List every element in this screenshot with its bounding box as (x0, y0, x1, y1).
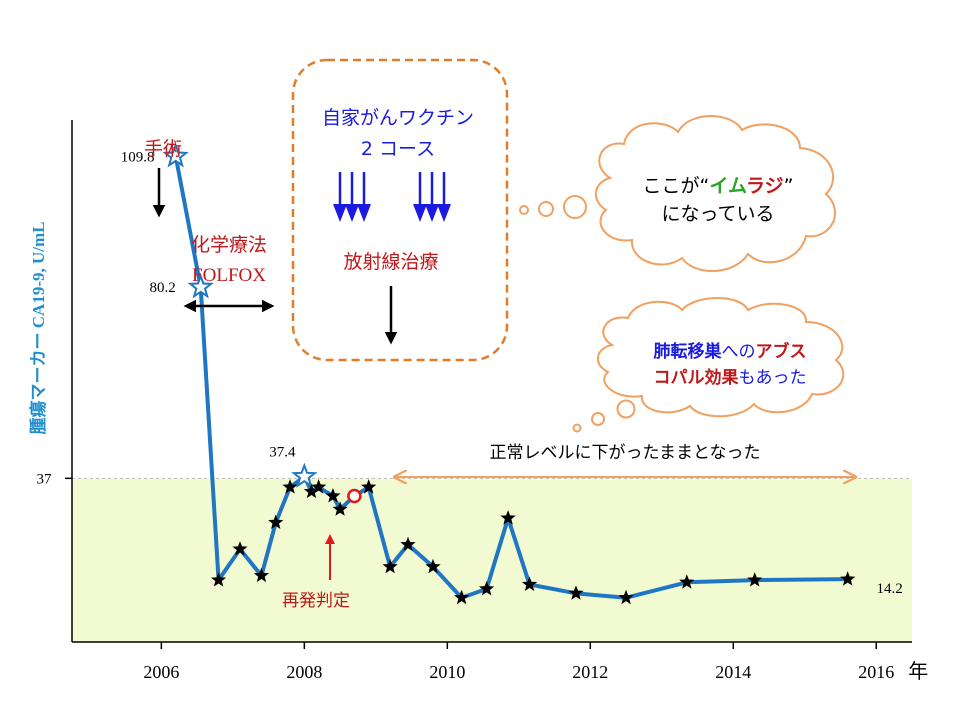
thought-bubble-medium (591, 412, 605, 426)
cloud1-prefix: ここが“ (643, 175, 710, 197)
cloud2-atta: あった (756, 368, 807, 388)
data-markers (162, 142, 856, 605)
thought-bubble-small (572, 423, 582, 433)
data-label: 109.8 (121, 149, 155, 165)
data-point-hollow-star (291, 462, 318, 488)
data-point-star (253, 567, 270, 583)
thought-cloud-2: 肺転移巣へのアブス コパル効果もあった (572, 297, 845, 433)
x-ticks: 2006 2008 2010 2012 2014 2016 年 (143, 642, 928, 683)
cloud1-line2: になっている (661, 203, 774, 225)
vaccine-arrow-head (413, 204, 427, 222)
data-point-hollow-star (187, 273, 214, 299)
cloud2-line2: コパル効果もあった (654, 367, 807, 388)
cloud1-emphasis-imu: イム (709, 175, 747, 197)
data-point-star (521, 576, 538, 591)
data-point-star (568, 585, 584, 600)
cloud2-line1: 肺転移巣へのアブス (654, 341, 807, 362)
cloud2-particle-e-no: への (722, 342, 756, 362)
x-unit-label: 年 (908, 659, 928, 683)
data-point-star (479, 580, 495, 596)
y-axis-label: 腫瘍マーカー CA19-9, U/mL (28, 222, 48, 435)
thought-bubble-large (563, 195, 587, 219)
data-point-star (747, 572, 763, 587)
y-tick-label: 37 (37, 471, 53, 487)
data-point-recurrence-circle (347, 488, 362, 504)
vaccine-arrows (333, 172, 451, 222)
data-point-star (311, 479, 327, 494)
vaccine-label: 自家がんワクチン (322, 107, 474, 129)
data-point-star (361, 479, 377, 494)
data-label: 80.2 (150, 280, 176, 296)
data-point-star (325, 488, 341, 503)
series-line (173, 155, 848, 600)
cloud1-emphasis-raji: ラジ (746, 175, 784, 197)
vaccine-course-label: 2 コース (361, 138, 435, 160)
normal-level-label: 正常レベルに下がったままとなった (490, 443, 761, 463)
cloud2-abscopal-effect: コパル効果 (654, 367, 739, 388)
data-labels: 109.8 80.2 37.4 14.2 (121, 149, 903, 597)
cloud1-suffix: ” (784, 175, 794, 197)
data-point-star (382, 558, 398, 574)
thought-bubble-small (519, 205, 529, 215)
data-point-star (425, 558, 441, 574)
cloud2-particle-mo: も (739, 368, 756, 388)
data-point-hollow-star (162, 142, 189, 168)
radiation-label: 放射線治療 (343, 251, 438, 273)
data-point-star (679, 574, 695, 589)
x-tick-label: 2008 (286, 662, 322, 682)
data-label: 14.2 (877, 581, 903, 597)
data-point-star (210, 572, 227, 587)
cloud2-lung-metastasis: 肺転移巣 (654, 341, 723, 362)
data-point-star (303, 483, 320, 499)
vaccine-arrow-head (437, 204, 451, 222)
data-point-star (500, 510, 516, 525)
recurrence-label: 再発判定 (282, 591, 350, 611)
x-tick-label: 2010 (429, 662, 465, 682)
vaccine-arrow-head (425, 204, 439, 222)
y-ticks: 37 (37, 471, 72, 487)
data-point-star (332, 501, 348, 516)
thought-bubble-large (616, 399, 636, 419)
data-point-star (618, 589, 634, 605)
cloud1-line1: ここが“イムラジ” (643, 175, 794, 197)
chemo-label: 化学療法 (191, 234, 267, 256)
thought-cloud-1: ここが“イムラジ” になっている (519, 115, 837, 272)
data-point-star (282, 479, 298, 494)
cloud-shape (595, 115, 837, 272)
x-tick-label: 2014 (715, 662, 751, 682)
data-point-star (232, 541, 248, 556)
cloud2-abscopal-start: アブス (756, 341, 807, 362)
data-point-star (454, 589, 470, 605)
surgery-label: 手術 (144, 138, 182, 160)
chemo-regimen-label: FOLFOX (192, 265, 266, 286)
thought-bubble-medium (538, 201, 554, 217)
data-point-star (840, 571, 856, 586)
vaccine-arrow-head (333, 204, 347, 222)
x-tick-label: 2012 (572, 662, 608, 682)
x-tick-label: 2016 (858, 662, 894, 682)
vaccine-arrow-head (345, 204, 359, 222)
data-label: 37.4 (269, 445, 296, 461)
data-point-star (400, 536, 416, 552)
vaccine-arrow-head (357, 204, 371, 222)
data-point-star (268, 514, 284, 530)
normal-range-band (72, 478, 912, 642)
cloud-shape (597, 297, 845, 418)
x-tick-label: 2006 (143, 662, 179, 682)
treatment-box (291, 58, 509, 362)
